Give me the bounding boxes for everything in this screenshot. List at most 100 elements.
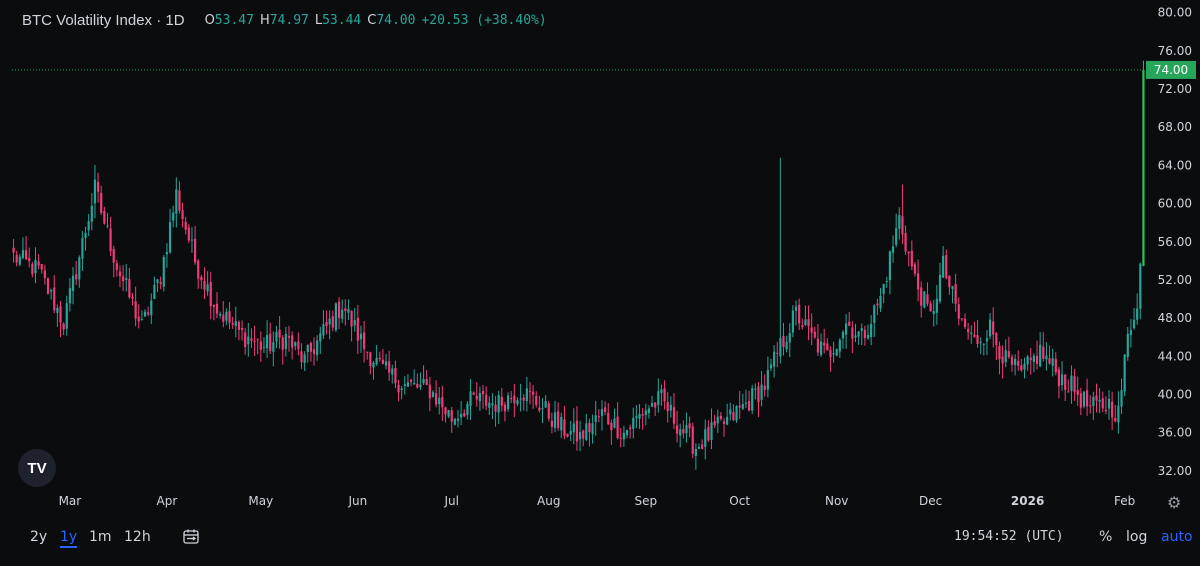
candle-body [294, 342, 297, 347]
gear-icon[interactable]: ⚙ [1167, 493, 1182, 512]
candle-body [638, 413, 641, 419]
candle-body [594, 415, 597, 423]
candle-body [782, 336, 785, 347]
candle-body [563, 419, 566, 436]
candle-body [1014, 358, 1017, 366]
candle-body [967, 328, 970, 333]
y-tick-label: 64.00 [1158, 158, 1192, 172]
candle-body [325, 321, 328, 327]
candle-body [240, 327, 244, 330]
candle-body [403, 384, 406, 387]
candle-body [384, 361, 388, 366]
candle-body [704, 429, 707, 447]
candle-body [691, 426, 694, 454]
candle-body [829, 350, 832, 358]
candle-body [37, 261, 40, 266]
candle-body [413, 382, 416, 385]
candle-body [75, 274, 78, 280]
candlestick-chart[interactable]: 32.00 36.00 40.00 44.00 48.00 52.00 56.00 60.00… [0, 0, 1200, 490]
close-label: C [367, 12, 377, 28]
candle-body [156, 279, 159, 283]
candle-body [46, 278, 50, 294]
y-tick-label: 76.00 [1158, 44, 1192, 58]
candle-body [203, 280, 206, 290]
candle-body [259, 341, 262, 350]
candle-body [222, 314, 225, 322]
candle-body [1082, 391, 1086, 407]
candle-body [165, 252, 169, 255]
candle-body [954, 284, 957, 304]
candle-body [250, 338, 253, 341]
candle-body [616, 416, 619, 439]
x-tick-label: May [248, 494, 274, 508]
range-12h-button[interactable]: 12h [124, 529, 151, 545]
candle-body [600, 409, 604, 416]
candle-body [992, 321, 995, 335]
candle-body [701, 444, 704, 449]
candle-body [291, 335, 294, 348]
candle-body [735, 406, 738, 421]
candle-body [845, 323, 848, 335]
candle-body [68, 288, 71, 304]
candle-body [378, 357, 381, 360]
candle-body [12, 247, 15, 253]
x-axis[interactable]: Mar Apr May Jun Jul Aug Sep Oct Nov Dec 2026 Feb [0, 494, 1200, 514]
candle-body [265, 335, 269, 349]
symbol-title[interactable]: BTC Volatility Index · 1D [22, 11, 185, 29]
range-1y-button[interactable]: 1y [60, 529, 78, 548]
open-label: O [204, 12, 215, 28]
utc-clock[interactable]: 19:54:52 (UTC) [954, 529, 1064, 544]
candle-body [456, 418, 460, 421]
candle-body [494, 404, 497, 412]
candle-body [1101, 398, 1104, 409]
auto-toggle[interactable]: auto [1161, 529, 1193, 545]
candle-body [115, 263, 118, 270]
candle-body [460, 414, 463, 418]
x-tick-label: 2026 [1010, 494, 1045, 508]
candle-body [525, 388, 528, 402]
candle-body [713, 421, 716, 426]
candle-body [685, 425, 688, 434]
candle-body [794, 306, 798, 311]
candle-body [1001, 356, 1004, 364]
candle-body [441, 397, 444, 408]
candle-body [754, 388, 757, 390]
candle-body [588, 422, 591, 433]
candles-layer [12, 60, 1145, 470]
candle-body [882, 283, 885, 294]
candle-body [1020, 365, 1023, 371]
candle-body [873, 305, 876, 323]
range-1m-button[interactable]: 1m [89, 529, 112, 545]
tradingview-logo-icon[interactable]: TV [18, 449, 56, 487]
y-axis[interactable]: 32.00 36.00 40.00 44.00 48.00 52.00 56.00 60.00… [1158, 6, 1192, 478]
candle-body [732, 412, 735, 420]
candle-body [635, 416, 638, 419]
candle-body [150, 300, 153, 316]
range-2y-button[interactable]: 2y [30, 529, 48, 545]
candle-body [960, 318, 964, 320]
candle-body [963, 318, 967, 328]
candle-body [438, 397, 441, 405]
candle-body [388, 361, 391, 373]
percent-toggle[interactable]: % [1099, 529, 1113, 545]
candle-body [932, 311, 935, 314]
candle-body [309, 342, 312, 352]
candle-body [766, 369, 769, 390]
candle-body [741, 404, 744, 409]
candle-body [575, 420, 579, 442]
x-tick-label: Apr [156, 494, 178, 508]
candle-body [1142, 69, 1145, 266]
candle-body [726, 416, 729, 425]
candle-body [860, 327, 863, 331]
candle-body [832, 353, 835, 355]
candle-body [122, 276, 125, 282]
candle-body [1076, 390, 1079, 395]
calendar-range-icon[interactable] [182, 528, 200, 546]
candle-body [641, 414, 644, 416]
log-toggle[interactable]: log [1126, 529, 1148, 545]
candle-body [256, 338, 259, 340]
candle-body [431, 392, 435, 397]
candle-body [118, 271, 122, 277]
candle-body [172, 212, 175, 221]
candle-body [481, 391, 485, 395]
